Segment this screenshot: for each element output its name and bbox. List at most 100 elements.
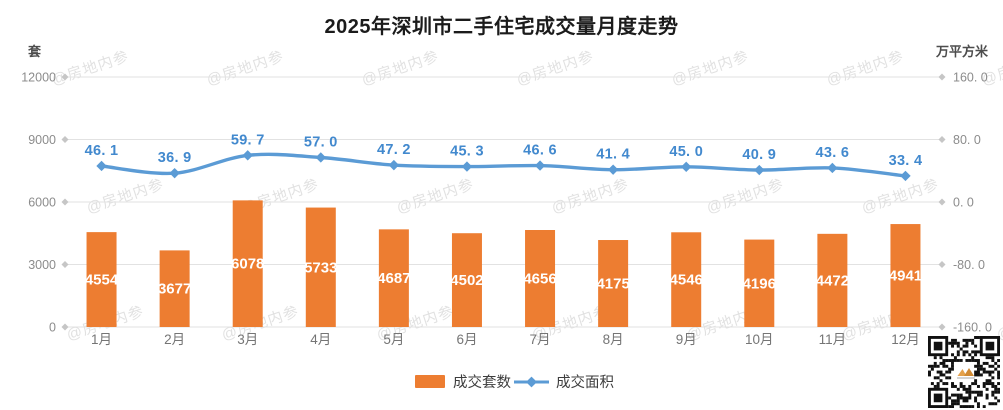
- line-value-label: 40. 9: [742, 147, 776, 163]
- qr-module: [968, 390, 972, 394]
- line-point-marker: [315, 152, 326, 163]
- qr-module: [988, 364, 992, 368]
- x-axis-label: 6月: [456, 332, 477, 347]
- line-point-marker: [607, 164, 619, 175]
- line-point-marker: [534, 160, 546, 171]
- qr-module: [965, 344, 969, 348]
- qr-module: [928, 364, 931, 368]
- legend-bar-swatch: [415, 375, 445, 388]
- qr-module: [976, 361, 980, 365]
- line-value-label: 41. 4: [596, 147, 630, 163]
- qr-module: [956, 353, 960, 357]
- qr-module: [956, 393, 960, 397]
- legend-line-label: 成交面积: [556, 375, 614, 391]
- qr-module: [974, 359, 978, 363]
- qr-module: [991, 382, 995, 386]
- x-axis-label: 10月: [745, 332, 774, 347]
- line-point-marker: [169, 167, 180, 179]
- qr-module: [962, 387, 966, 391]
- qr-module: [985, 361, 989, 365]
- bar: [378, 229, 409, 327]
- qr-module: [951, 384, 955, 388]
- qr-module: [976, 367, 980, 371]
- qr-module: [985, 396, 989, 400]
- qr-module: [936, 370, 940, 374]
- qr-module: [991, 364, 995, 368]
- qr-module: [965, 338, 969, 342]
- grid-diamond: [938, 198, 946, 206]
- bar-value-label: 4196: [743, 275, 776, 292]
- qr-module: [982, 405, 986, 408]
- qr-module: [948, 376, 952, 380]
- line-value-label: 46. 6: [523, 143, 557, 159]
- bar-value-label: 4656: [523, 271, 556, 288]
- grid-diamond: [61, 323, 69, 331]
- qr-module: [956, 399, 960, 403]
- qr-module: [959, 405, 963, 408]
- qr-module: [974, 364, 978, 368]
- qr-module: [933, 364, 937, 368]
- qr-module: [959, 359, 963, 363]
- y-axis-tick-left: 3000: [28, 258, 56, 272]
- line-value-label: 45. 3: [450, 144, 484, 160]
- bar: [451, 233, 482, 327]
- qr-module: [991, 390, 995, 394]
- qr-module: [997, 399, 1000, 403]
- qr-module: [951, 393, 955, 397]
- grid-diamond: [61, 261, 69, 268]
- grid-diamond: [61, 73, 69, 81]
- qr-module: [976, 370, 980, 374]
- x-axis-label: 11月: [819, 332, 847, 347]
- qr-module: [948, 405, 952, 408]
- qr-module: [939, 356, 943, 360]
- qr-module: [997, 390, 1000, 394]
- y-axis-tick-left: 12000: [21, 71, 56, 85]
- bar: [598, 240, 629, 327]
- qr-module: [982, 384, 986, 388]
- qr-logo-baseline: [957, 377, 975, 379]
- qr-module: [994, 387, 998, 391]
- qr-module: [936, 376, 940, 380]
- qr-module: [933, 361, 937, 365]
- qr-module: [997, 370, 1000, 374]
- line-path: [99, 152, 908, 178]
- qr-module: [951, 399, 955, 403]
- qr-module: [974, 373, 978, 377]
- line-point-marker: [388, 159, 400, 171]
- qr-module: [930, 367, 934, 371]
- qr-module: [965, 341, 969, 345]
- qr-module: [945, 382, 949, 386]
- line-value-label: 59. 7: [231, 132, 265, 148]
- qr-module: [948, 359, 952, 363]
- qr-module: [982, 361, 986, 365]
- line-value-label: 33. 4: [889, 153, 923, 169]
- qr-module: [994, 367, 998, 371]
- qr-module: [951, 344, 955, 348]
- bar: [890, 224, 921, 327]
- line-value-label: 45. 0: [669, 144, 703, 160]
- qr-module: [933, 376, 937, 380]
- line-point-marker: [461, 161, 473, 172]
- qr-code: [928, 336, 1000, 408]
- qr-module: [956, 402, 960, 406]
- qr-module: [976, 350, 980, 354]
- qr-module: [971, 350, 975, 354]
- qr-module: [974, 370, 978, 374]
- qr-module: [988, 373, 992, 377]
- qr-module: [976, 359, 980, 363]
- qr-module: [953, 338, 957, 342]
- y-axis-tick-right: 160. 0: [953, 71, 988, 85]
- qr-module: [953, 384, 957, 388]
- qr-module: [968, 338, 972, 342]
- qr-module: [948, 341, 952, 345]
- qr-module: [951, 341, 955, 345]
- qr-module: [991, 370, 995, 374]
- qr-module: [945, 370, 949, 374]
- qr-module: [976, 393, 980, 397]
- qr-module: [997, 364, 1000, 368]
- qr-module: [974, 399, 978, 403]
- qr-module: [997, 373, 1000, 377]
- qr-module: [991, 384, 995, 388]
- qr-module: [951, 364, 955, 368]
- qr-module: [953, 399, 957, 403]
